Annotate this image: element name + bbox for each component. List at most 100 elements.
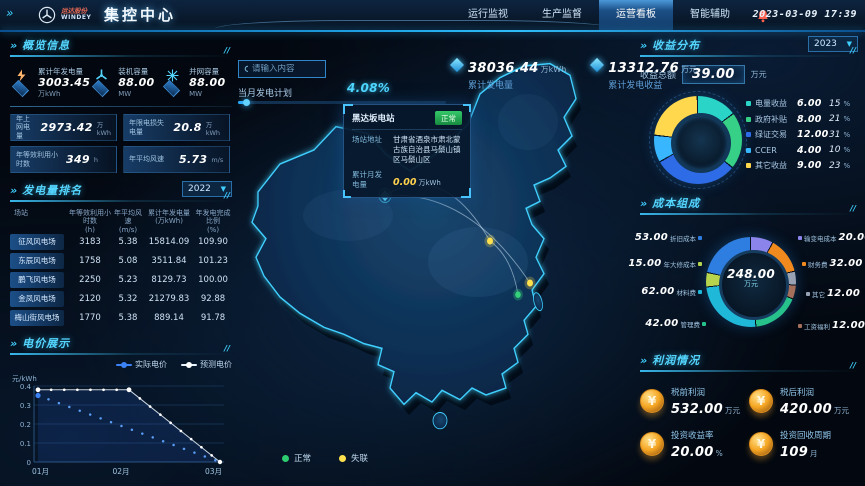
- station-dot-online[interactable]: [513, 288, 523, 301]
- section-arrow-icon: »: [10, 183, 18, 197]
- price-chart-legend: 实际电价 预测电价: [10, 359, 232, 370]
- cost-donut-chart: [706, 237, 796, 327]
- yen-coin-icon: ¥: [749, 389, 773, 413]
- metric-unit: 万kWh: [96, 120, 111, 137]
- stat-value: 88.00: [118, 76, 155, 90]
- nav-tab-monitoring[interactable]: 运行监视: [468, 9, 508, 20]
- taiwan-island: [533, 292, 543, 312]
- revenue-distribution: 电量收益 6.00 15% 政府补贴 8.00 21% 绿证交易 12.00 3…: [640, 88, 858, 196]
- metric-grid-energy: 年上网电量 2973.42 万kWh: [10, 114, 117, 141]
- section-title-text: 电价展示: [22, 337, 71, 350]
- china-map-shape: [251, 62, 581, 430]
- header-swoosh-decoration: [215, 20, 615, 29]
- notification-bell-icon[interactable]: [757, 8, 769, 27]
- kpi-value: 38036.44: [468, 61, 539, 76]
- stat-unit: MW: [118, 90, 132, 99]
- stat-value: 3003.45: [38, 76, 91, 90]
- profit-label: 投资回收周期: [780, 431, 832, 441]
- cost-item: 15.00 年大修成本: [628, 258, 702, 269]
- legend-item: 其它收益 9.00 23%: [746, 160, 858, 171]
- legend-dot: [798, 323, 802, 328]
- plan-progress-knob[interactable]: [243, 99, 251, 106]
- ranking-year-dropdown[interactable]: 2022 ▼: [182, 181, 232, 197]
- overview-metric-grid: 年上网电量 2973.42 万kWh 年限电损失电量 20.8 万kWh 年等效…: [10, 114, 232, 173]
- divider: [10, 106, 232, 107]
- table-row[interactable]: 金凤风电场 2120 5.32 21279.83 92.88: [10, 289, 232, 308]
- stat-unit: 万kWh: [38, 90, 61, 99]
- nav-tab-production[interactable]: 生产监督: [542, 9, 582, 20]
- table-row[interactable]: 梅山街风电场 1770 5.38 889.14 91.78: [10, 308, 232, 327]
- stat-installed-capacity: 装机容量 88.00 MW: [90, 65, 161, 99]
- forecast-price-mid-marker: [126, 387, 132, 393]
- profit-section-title: » 利润情况: [640, 353, 858, 367]
- search-icon: [244, 65, 248, 72]
- station-dot-offline[interactable]: [484, 234, 536, 290]
- section-underline: //: [10, 46, 232, 57]
- kpi-label: 累计发电量: [468, 81, 514, 91]
- metric-value: 20.8: [173, 121, 202, 134]
- online-legend-dot: [282, 454, 289, 462]
- section-title-text: 成本组成: [652, 197, 701, 210]
- section-arrow-icon: »: [640, 196, 648, 210]
- nav-tab-operations-board[interactable]: 运营看板: [599, 0, 673, 30]
- section-title-text: 收益分布: [652, 39, 701, 52]
- section-underline: //: [640, 46, 858, 57]
- profit-unit: 万元: [833, 406, 849, 415]
- table-row[interactable]: 东辰风电场 1758 5.08 3511.84 101.23: [10, 251, 232, 270]
- revenue-year-dropdown[interactable]: 2023 ▼: [808, 36, 858, 52]
- section-title-text: 利润情况: [652, 354, 701, 367]
- legend-dot: [806, 291, 810, 296]
- kpi-label: 累计发电收益: [608, 81, 663, 91]
- section-underline: //: [640, 204, 858, 215]
- metric-label: 年平均风速: [129, 155, 164, 164]
- cost-item: 输变电成本 20.00: [798, 232, 865, 243]
- revenue-year-value: 2023: [814, 39, 837, 49]
- turbine-icon: [96, 69, 108, 80]
- profit-value: 20.00: [671, 445, 714, 460]
- forecast-price-label: 预测电价: [200, 360, 232, 369]
- popup-status-badge[interactable]: 正常: [435, 111, 462, 125]
- legend-dot: [698, 289, 702, 294]
- nav-tab-smart-assist[interactable]: 智能辅助: [690, 9, 730, 20]
- legend-item: 绿证交易 12.00 31%: [746, 129, 858, 140]
- legend-item: 电量收益 6.00 15%: [746, 98, 858, 109]
- revenue-donut-chart: [649, 91, 747, 189]
- profit-label: 投资收益率: [671, 431, 714, 441]
- table-row[interactable]: 鹏飞风电场 2250 5.23 8129.73 100.00: [10, 270, 232, 289]
- legend-dot: [746, 116, 751, 122]
- wind-turbine-logo-icon: [38, 6, 56, 24]
- plan-percent: 4.08%: [347, 81, 391, 95]
- actual-price-dots: [36, 394, 222, 464]
- cost-item: 62.00 材料费: [640, 286, 702, 297]
- profit-roi: ¥ 投资收益率 20.00%: [640, 429, 749, 460]
- cost-item: 42.00 管理费: [644, 318, 706, 329]
- stat-label: 累计年发电量: [38, 67, 83, 76]
- kpi-total-revenue: 13312.76 万元 累计发电收益: [590, 57, 697, 91]
- metric-curtailment-loss: 年限电损失电量 20.8 万kWh: [123, 114, 230, 141]
- grid-icon: [166, 69, 179, 82]
- col-completion: 年发电完成比例 (%): [195, 209, 231, 234]
- chevron-right-icon: »: [6, 6, 14, 20]
- metric-label: 年上网电量: [16, 115, 30, 140]
- table-row[interactable]: 征风风电场 3183 5.38 15814.09 109.90: [10, 232, 232, 251]
- legend-item: CCER 4.00 10%: [746, 145, 858, 156]
- metric-label: 年等效利用小时数: [16, 151, 58, 168]
- search-input[interactable]: [252, 64, 320, 74]
- kpi-unit: 万kWh: [540, 65, 567, 74]
- online-legend-label: 正常: [294, 454, 312, 464]
- station-name: 东辰风电场: [10, 252, 64, 269]
- yen-coin-icon: ¥: [749, 432, 773, 456]
- cost-composition: 248.00 万元 53.00 折旧成本 15.00 年大修成本 62.00 材…: [628, 220, 865, 353]
- offline-legend-label: 失联: [351, 454, 369, 464]
- revenue-legend: 电量收益 6.00 15% 政府补贴 8.00 21% 绿证交易 12.00 3…: [746, 98, 858, 171]
- x-tick: 03月: [205, 467, 222, 476]
- col-wind: 年平均风速 (m/s): [114, 209, 142, 234]
- cost-total-value: 248.00: [726, 267, 776, 281]
- ranking-section-title: » 发电量排名 2022 ▼: [10, 181, 232, 197]
- cost-item: 财务费 32.00: [802, 258, 863, 269]
- yen-coin-icon: ¥: [640, 432, 664, 456]
- legend-item: 政府补贴 8.00 21%: [746, 114, 858, 125]
- profit-label: 税后利润: [780, 388, 815, 398]
- header: » 运达股份 WINDEY 集控中心 运行监视 生产监督 运营看板 智能辅助: [0, 0, 865, 30]
- actual-price-label: 实际电价: [135, 360, 167, 369]
